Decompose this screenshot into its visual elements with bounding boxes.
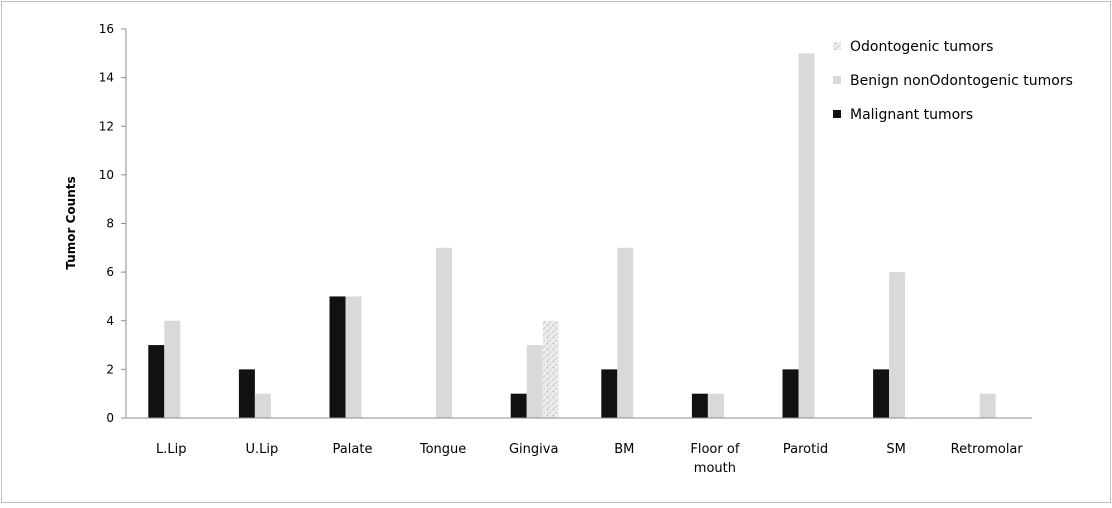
bar-malignant-tumors-l-lip — [148, 345, 165, 418]
bar-malignant-tumors-gingiva — [510, 393, 527, 418]
bar-benign-nonodontogenic-tumors-palate — [345, 296, 362, 418]
y-tick-label: 12 — [99, 119, 114, 133]
bar-malignant-tumors-palate — [329, 296, 346, 418]
legend-swatch — [833, 110, 841, 118]
bar-benign-nonodontogenic-tumors-bm — [617, 247, 634, 418]
bar-benign-nonodontogenic-tumors-u-lip — [254, 393, 271, 418]
x-tick-label: Gingiva — [509, 442, 558, 457]
bar-benign-nonodontogenic-tumors-gingiva — [526, 345, 543, 418]
x-axis-tick-labels: L.Lip U.Lip Palate Tongue Gingiva BM Floor of m… — [156, 442, 1023, 476]
bar-benign-nonodontogenic-tumors-l-lip — [164, 320, 181, 418]
bar-benign-nonodontogenic-tumors-floor-of-mouth — [707, 393, 724, 418]
axes — [125, 29, 1032, 419]
y-tick-label: 16 — [99, 22, 114, 36]
x-tick-label: L.Lip — [156, 442, 186, 457]
y-axis-label: Tumor Counts — [64, 176, 78, 269]
bar-benign-nonodontogenic-tumors-sm — [889, 272, 906, 418]
bar-benign-nonodontogenic-tumors-retromolar — [979, 393, 996, 418]
x-tick-label: U.Lip — [246, 442, 279, 457]
x-tick-label: Palate — [333, 442, 373, 457]
legend-label: Malignant tumors — [850, 107, 973, 123]
x-tick-label: Retromolar — [951, 442, 1024, 457]
bar-malignant-tumors-parotid — [782, 369, 799, 418]
y-tick-label: 4 — [106, 314, 114, 328]
x-tick-label: Floor of mouth — [690, 442, 739, 476]
y-axis-ticks: 0 2 4 6 8 10 12 14 16 — [99, 22, 126, 425]
bar-benign-nonodontogenic-tumors-parotid — [798, 53, 815, 418]
bar-malignant-tumors-bm — [601, 369, 618, 418]
y-tick-label: 14 — [99, 71, 114, 85]
legend-label: Odontogenic tumors — [850, 39, 993, 55]
bar-benign-nonodontogenic-tumors-tongue — [436, 247, 453, 418]
x-tick-label: BM — [614, 442, 634, 457]
bar-malignant-tumors-floor-of-mouth — [691, 393, 708, 418]
x-tick-label: SM — [886, 442, 905, 457]
x-tick-label: Tongue — [419, 442, 466, 457]
legend-label: Benign nonOdontogenic tumors — [850, 73, 1073, 89]
bar-malignant-tumors-sm — [873, 369, 890, 418]
y-tick-label: 6 — [106, 265, 114, 279]
bars — [148, 53, 996, 418]
y-tick-label: 0 — [106, 411, 114, 425]
y-tick-label: 8 — [106, 217, 114, 231]
y-tick-label: 2 — [106, 362, 114, 376]
bar-odontogenic-tumors-gingiva — [542, 320, 559, 418]
legend-swatch — [833, 76, 841, 84]
y-tick-label: 10 — [99, 168, 114, 182]
legend: Odontogenic tumors Benign nonOdontogenic … — [833, 39, 1073, 123]
bar-malignant-tumors-u-lip — [238, 369, 255, 418]
x-tick-label: Parotid — [783, 442, 828, 457]
legend-swatch — [833, 42, 841, 50]
